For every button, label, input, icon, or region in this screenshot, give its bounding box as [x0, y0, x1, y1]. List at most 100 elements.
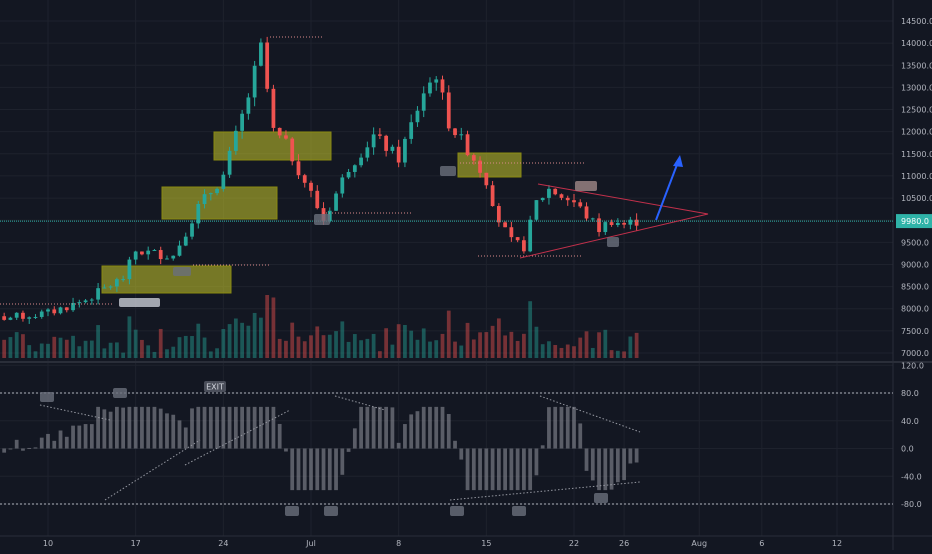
time-tick-label: 15 — [481, 539, 491, 548]
volume-bar — [152, 351, 157, 358]
candle-body — [315, 190, 320, 209]
forecast-arrow-head — [673, 155, 683, 167]
oscillator-bar — [246, 406, 251, 449]
osc-tick-label: 80.0 — [901, 389, 919, 398]
divergence-line — [184, 409, 291, 466]
oscillator-bar — [121, 407, 126, 449]
price-tick-label: 8000.0 — [901, 305, 929, 314]
oscillator-bar — [634, 448, 639, 463]
volume-bar — [428, 341, 432, 358]
candle-body — [503, 222, 507, 228]
candle-body — [233, 130, 238, 151]
oscillator-bar — [503, 448, 507, 491]
oscillator-bar — [52, 440, 57, 449]
candle-body — [221, 174, 226, 189]
volume-bar — [528, 301, 533, 358]
candle-body — [540, 197, 545, 201]
oscillator-bar — [509, 448, 514, 491]
oscillator-bar — [108, 411, 113, 449]
oscillator-bar — [446, 414, 451, 449]
volume-bar — [127, 316, 132, 358]
candle-body — [396, 146, 401, 163]
oscillator-bar — [259, 406, 263, 449]
oscillator-bar — [58, 430, 63, 449]
oscillator-bar — [271, 406, 276, 449]
signal-marker — [113, 388, 127, 398]
candle-body — [584, 206, 589, 219]
candle-body — [378, 134, 382, 136]
volume-bar — [158, 328, 163, 358]
time-tick-label: 10 — [43, 539, 53, 548]
oscillator-bar — [102, 409, 107, 449]
oscillator-bar — [553, 406, 558, 449]
volume-bar — [503, 335, 507, 358]
oscillator-bar — [208, 406, 213, 449]
volume-bar — [21, 334, 25, 358]
oscillator-bar — [140, 406, 144, 449]
drawings-layer[interactable] — [0, 36, 893, 307]
oscillator-bar — [71, 425, 75, 449]
oscillator-bar — [515, 448, 520, 491]
volume-bar — [121, 352, 126, 358]
marker-box — [575, 181, 597, 191]
volume-bar — [478, 332, 482, 358]
oscillator-bar — [453, 440, 457, 449]
signal-marker — [324, 506, 338, 516]
supply-demand-zone — [161, 186, 278, 220]
candle-body — [2, 316, 7, 320]
time-tick-label: Jul — [305, 539, 316, 548]
oscillator-bar — [240, 406, 244, 449]
volume-bar — [215, 348, 219, 358]
volume-bar — [609, 350, 614, 358]
volume-bar — [572, 346, 576, 358]
volume-bar — [108, 342, 113, 358]
candle-body — [465, 134, 470, 156]
volume-bar — [615, 350, 620, 358]
price-tick-label: 14500.0 — [901, 17, 932, 26]
volume-bar — [46, 343, 50, 358]
candle-body — [352, 165, 357, 172]
signal-marker — [594, 493, 608, 503]
candle-body — [371, 134, 376, 148]
oscillator-bar — [315, 448, 320, 491]
volume-bar — [115, 342, 119, 358]
candlestick-series[interactable] — [2, 36, 639, 324]
oscillator-bar — [196, 406, 201, 449]
candle-body — [547, 188, 551, 198]
candle-body — [71, 302, 75, 311]
oscillator-bar — [77, 425, 82, 449]
oscillator-bar — [327, 448, 332, 491]
volume-bar — [440, 333, 445, 358]
divergence-line — [449, 481, 641, 501]
osc-tick-label: -80.0 — [901, 500, 922, 509]
exit-tag[interactable]: EXIT — [204, 381, 226, 392]
volume-bar — [14, 332, 19, 358]
oscillator-bar — [158, 408, 163, 449]
oscillator-bar — [471, 448, 476, 491]
signal-marker — [285, 506, 299, 516]
oscillator-bar — [371, 406, 376, 449]
oscillator-bar — [171, 414, 176, 449]
oscillator-bar — [39, 437, 44, 449]
oscillator-bar — [409, 414, 414, 449]
volume-bar — [352, 334, 357, 358]
candle-body — [183, 236, 188, 246]
volume-bar — [346, 341, 351, 358]
supply-demand-zone — [457, 152, 522, 178]
current-price-badge — [896, 214, 932, 229]
candle-body — [177, 245, 182, 256]
oscillator-bar — [290, 448, 295, 491]
oscillator-pane[interactable] — [0, 388, 893, 516]
candle-body — [484, 172, 489, 186]
oscillator-bar — [334, 448, 338, 491]
volume-bar — [52, 336, 57, 358]
volume-bar — [302, 341, 307, 358]
oscillator-bar — [14, 439, 19, 449]
oscillator-bar — [296, 448, 301, 491]
oscillator-bar — [133, 406, 138, 449]
volume-bar — [140, 339, 144, 358]
volume-bar — [453, 341, 457, 358]
volume-bar — [415, 339, 420, 358]
